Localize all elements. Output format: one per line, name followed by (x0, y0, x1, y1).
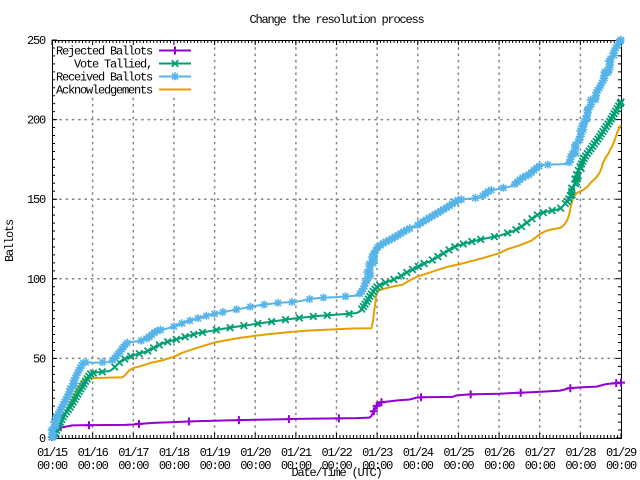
svg-text:00:00: 00:00 (484, 459, 515, 473)
svg-text:01/22: 01/22 (321, 446, 352, 460)
svg-text:00:00: 00:00 (78, 459, 109, 473)
svg-text:150: 150 (27, 193, 46, 207)
svg-text:01/17: 01/17 (118, 446, 149, 460)
svg-text:00:00: 00:00 (525, 459, 556, 473)
svg-text:0: 0 (39, 432, 46, 446)
svg-text:Acknowledgements: Acknowledgements (56, 84, 153, 98)
svg-text:250: 250 (27, 34, 46, 48)
svg-text:Received Ballots: Received Ballots (56, 71, 153, 85)
svg-text:00:00: 00:00 (159, 459, 190, 473)
svg-text:01/19: 01/19 (200, 446, 231, 460)
svg-text:00:00: 00:00 (606, 459, 637, 473)
svg-text:00:00: 00:00 (321, 459, 352, 473)
svg-text:01/26: 01/26 (484, 446, 515, 460)
svg-text:Vote Tallied,: Vote Tallied, (74, 58, 152, 72)
svg-text:01/27: 01/27 (525, 446, 556, 460)
svg-text:00:00: 00:00 (240, 459, 271, 473)
svg-text:01/29: 01/29 (606, 446, 637, 460)
svg-text:00:00: 00:00 (403, 459, 434, 473)
svg-text:Ballots: Ballots (3, 219, 17, 262)
svg-text:01/28: 01/28 (565, 446, 596, 460)
svg-text:00:00: 00:00 (281, 459, 312, 473)
svg-text:Change the resolution process: Change the resolution process (249, 13, 424, 27)
svg-text:01/25: 01/25 (443, 446, 474, 460)
svg-text:01/16: 01/16 (78, 446, 109, 460)
svg-text:100: 100 (27, 273, 46, 287)
svg-text:00:00: 00:00 (37, 459, 68, 473)
svg-text:01/24: 01/24 (403, 446, 434, 460)
svg-text:50: 50 (33, 352, 46, 366)
svg-text:01/21: 01/21 (281, 446, 312, 460)
svg-text:Date/Time (UTC): Date/Time (UTC) (291, 466, 381, 480)
svg-text:200: 200 (27, 114, 46, 128)
svg-text:00:00: 00:00 (565, 459, 596, 473)
svg-text:00:00: 00:00 (443, 459, 474, 473)
svg-text:00:00: 00:00 (362, 459, 393, 473)
svg-text:Rejected Ballots: Rejected Ballots (56, 45, 153, 59)
svg-text:01/20: 01/20 (240, 446, 271, 460)
svg-text:01/18: 01/18 (159, 446, 190, 460)
svg-text:00:00: 00:00 (200, 459, 231, 473)
svg-text:01/15: 01/15 (37, 446, 68, 460)
svg-text:00:00: 00:00 (118, 459, 149, 473)
svg-text:01/23: 01/23 (362, 446, 393, 460)
